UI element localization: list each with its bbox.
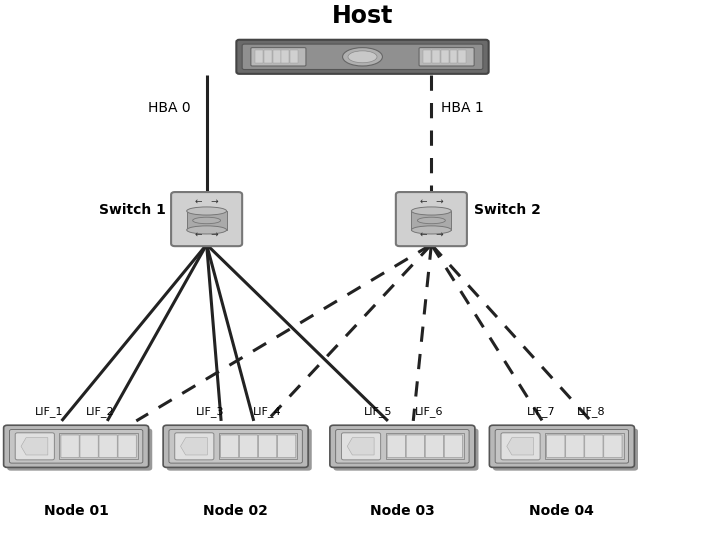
FancyBboxPatch shape bbox=[493, 428, 638, 471]
FancyBboxPatch shape bbox=[59, 433, 138, 459]
FancyBboxPatch shape bbox=[396, 192, 467, 246]
FancyBboxPatch shape bbox=[7, 428, 152, 471]
Text: Node 03: Node 03 bbox=[370, 504, 435, 518]
FancyBboxPatch shape bbox=[278, 435, 296, 458]
FancyBboxPatch shape bbox=[566, 435, 584, 458]
FancyBboxPatch shape bbox=[167, 428, 312, 471]
Ellipse shape bbox=[342, 48, 383, 66]
Text: HBA 1: HBA 1 bbox=[442, 101, 484, 115]
Text: ←   →: ← → bbox=[420, 230, 443, 239]
FancyBboxPatch shape bbox=[118, 435, 136, 458]
Text: ←   →: ← → bbox=[195, 230, 218, 239]
FancyBboxPatch shape bbox=[444, 435, 463, 458]
Polygon shape bbox=[21, 438, 48, 455]
FancyBboxPatch shape bbox=[251, 48, 306, 66]
Text: Node 01: Node 01 bbox=[44, 504, 109, 518]
Polygon shape bbox=[347, 438, 374, 455]
FancyBboxPatch shape bbox=[4, 425, 149, 467]
FancyBboxPatch shape bbox=[169, 430, 302, 463]
FancyBboxPatch shape bbox=[61, 435, 79, 458]
FancyBboxPatch shape bbox=[604, 435, 622, 458]
FancyBboxPatch shape bbox=[330, 425, 475, 467]
Polygon shape bbox=[412, 211, 451, 230]
FancyBboxPatch shape bbox=[458, 50, 466, 63]
Text: Switch 2: Switch 2 bbox=[474, 203, 541, 217]
FancyBboxPatch shape bbox=[9, 430, 143, 463]
FancyBboxPatch shape bbox=[495, 430, 629, 463]
FancyBboxPatch shape bbox=[432, 50, 440, 63]
FancyBboxPatch shape bbox=[258, 435, 277, 458]
Polygon shape bbox=[181, 438, 207, 455]
FancyBboxPatch shape bbox=[423, 50, 431, 63]
FancyBboxPatch shape bbox=[547, 435, 565, 458]
FancyBboxPatch shape bbox=[387, 435, 405, 458]
Text: LIF_6: LIF_6 bbox=[415, 406, 444, 417]
FancyBboxPatch shape bbox=[450, 50, 457, 63]
Text: LIF_1: LIF_1 bbox=[35, 406, 64, 417]
FancyBboxPatch shape bbox=[80, 435, 98, 458]
FancyBboxPatch shape bbox=[334, 428, 478, 471]
Text: ←   →: ← → bbox=[195, 197, 218, 206]
Ellipse shape bbox=[186, 226, 226, 234]
FancyBboxPatch shape bbox=[219, 433, 297, 459]
Text: LIF_8: LIF_8 bbox=[577, 406, 606, 417]
Text: LIF_5: LIF_5 bbox=[364, 406, 393, 417]
FancyBboxPatch shape bbox=[242, 44, 483, 69]
Text: Node 04: Node 04 bbox=[529, 504, 594, 518]
Polygon shape bbox=[507, 438, 534, 455]
Ellipse shape bbox=[412, 207, 451, 215]
Text: LIF_2: LIF_2 bbox=[86, 406, 115, 417]
FancyBboxPatch shape bbox=[336, 430, 469, 463]
FancyBboxPatch shape bbox=[264, 50, 272, 63]
FancyBboxPatch shape bbox=[239, 435, 258, 458]
Text: LIF_7: LIF_7 bbox=[526, 406, 555, 417]
Text: LIF_3: LIF_3 bbox=[196, 406, 225, 417]
Ellipse shape bbox=[193, 217, 220, 224]
Ellipse shape bbox=[186, 207, 226, 215]
FancyBboxPatch shape bbox=[501, 433, 540, 460]
FancyBboxPatch shape bbox=[171, 192, 242, 246]
Polygon shape bbox=[186, 211, 226, 230]
FancyBboxPatch shape bbox=[341, 433, 381, 460]
Ellipse shape bbox=[412, 226, 451, 234]
Text: Node 02: Node 02 bbox=[203, 504, 268, 518]
Text: Switch 1: Switch 1 bbox=[99, 203, 166, 217]
FancyBboxPatch shape bbox=[406, 435, 425, 458]
FancyBboxPatch shape bbox=[175, 433, 214, 460]
FancyBboxPatch shape bbox=[425, 435, 444, 458]
FancyBboxPatch shape bbox=[236, 39, 489, 74]
Ellipse shape bbox=[348, 51, 377, 63]
FancyBboxPatch shape bbox=[584, 435, 603, 458]
FancyBboxPatch shape bbox=[163, 425, 308, 467]
Text: HBA 0: HBA 0 bbox=[149, 101, 191, 115]
FancyBboxPatch shape bbox=[220, 435, 239, 458]
FancyBboxPatch shape bbox=[419, 48, 474, 66]
FancyBboxPatch shape bbox=[273, 50, 281, 63]
FancyBboxPatch shape bbox=[99, 435, 117, 458]
Ellipse shape bbox=[418, 217, 445, 224]
FancyBboxPatch shape bbox=[489, 425, 634, 467]
FancyBboxPatch shape bbox=[15, 433, 54, 460]
FancyBboxPatch shape bbox=[441, 50, 449, 63]
FancyBboxPatch shape bbox=[281, 50, 289, 63]
FancyBboxPatch shape bbox=[255, 50, 263, 63]
FancyBboxPatch shape bbox=[290, 50, 298, 63]
Text: Host: Host bbox=[332, 4, 393, 28]
Text: LIF_4: LIF_4 bbox=[252, 406, 281, 417]
FancyBboxPatch shape bbox=[386, 433, 464, 459]
Text: ←   →: ← → bbox=[420, 197, 443, 206]
FancyBboxPatch shape bbox=[545, 433, 624, 459]
